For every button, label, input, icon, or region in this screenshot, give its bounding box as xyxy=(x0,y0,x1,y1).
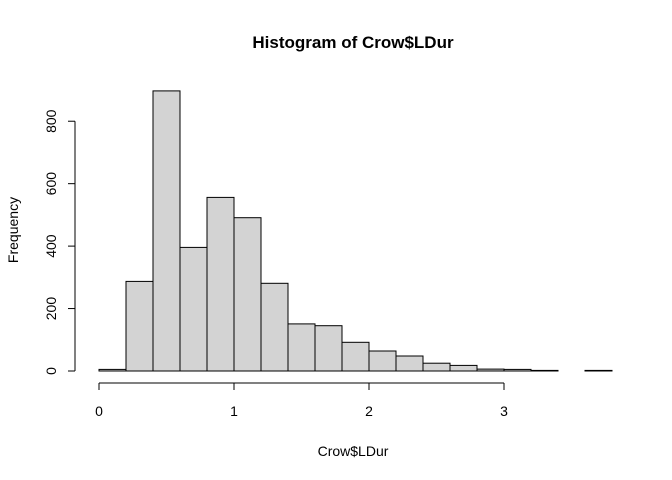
y-tick-label: 400 xyxy=(43,234,59,258)
chart-title: Histogram of Crow$LDur xyxy=(252,33,454,52)
histogram-bar-8 xyxy=(314,325,343,372)
histogram-bar-13 xyxy=(449,364,478,372)
y-tick-label: 0 xyxy=(43,367,59,375)
y-axis: 0 200 400 600 800 xyxy=(43,109,76,375)
y-tick-label: 600 xyxy=(43,172,59,196)
histogram-bar-16 xyxy=(530,369,559,372)
histogram-bar-12 xyxy=(422,362,451,372)
y-tick-label: 800 xyxy=(43,109,59,133)
histogram-bar-2 xyxy=(152,90,181,372)
x-tick-label: 1 xyxy=(230,403,238,419)
histogram-bar-10 xyxy=(368,350,397,372)
y-tick-label: 200 xyxy=(43,297,59,321)
histogram-bar-6 xyxy=(260,282,289,372)
bars-group xyxy=(98,90,613,372)
histogram-bar-0 xyxy=(98,368,127,372)
histogram-bar-5 xyxy=(233,217,262,372)
histogram-bar-3 xyxy=(179,246,208,372)
x-tick-label: 3 xyxy=(500,403,508,419)
histogram-bar-18 xyxy=(584,369,613,372)
x-axis: 0 1 2 3 xyxy=(95,382,508,419)
x-axis-label: Crow$LDur xyxy=(318,443,389,459)
histogram-bar-14 xyxy=(476,368,505,372)
histogram-bar-1 xyxy=(125,280,154,372)
histogram-bar-11 xyxy=(395,355,424,372)
histogram-bar-15 xyxy=(503,368,532,372)
y-axis-label: Frequency xyxy=(5,197,21,263)
histogram-bar-9 xyxy=(341,341,370,372)
histogram-bar-4 xyxy=(206,196,235,372)
x-tick-label: 2 xyxy=(365,403,373,419)
x-tick-label: 0 xyxy=(95,403,103,419)
histogram-bar-7 xyxy=(287,323,316,372)
